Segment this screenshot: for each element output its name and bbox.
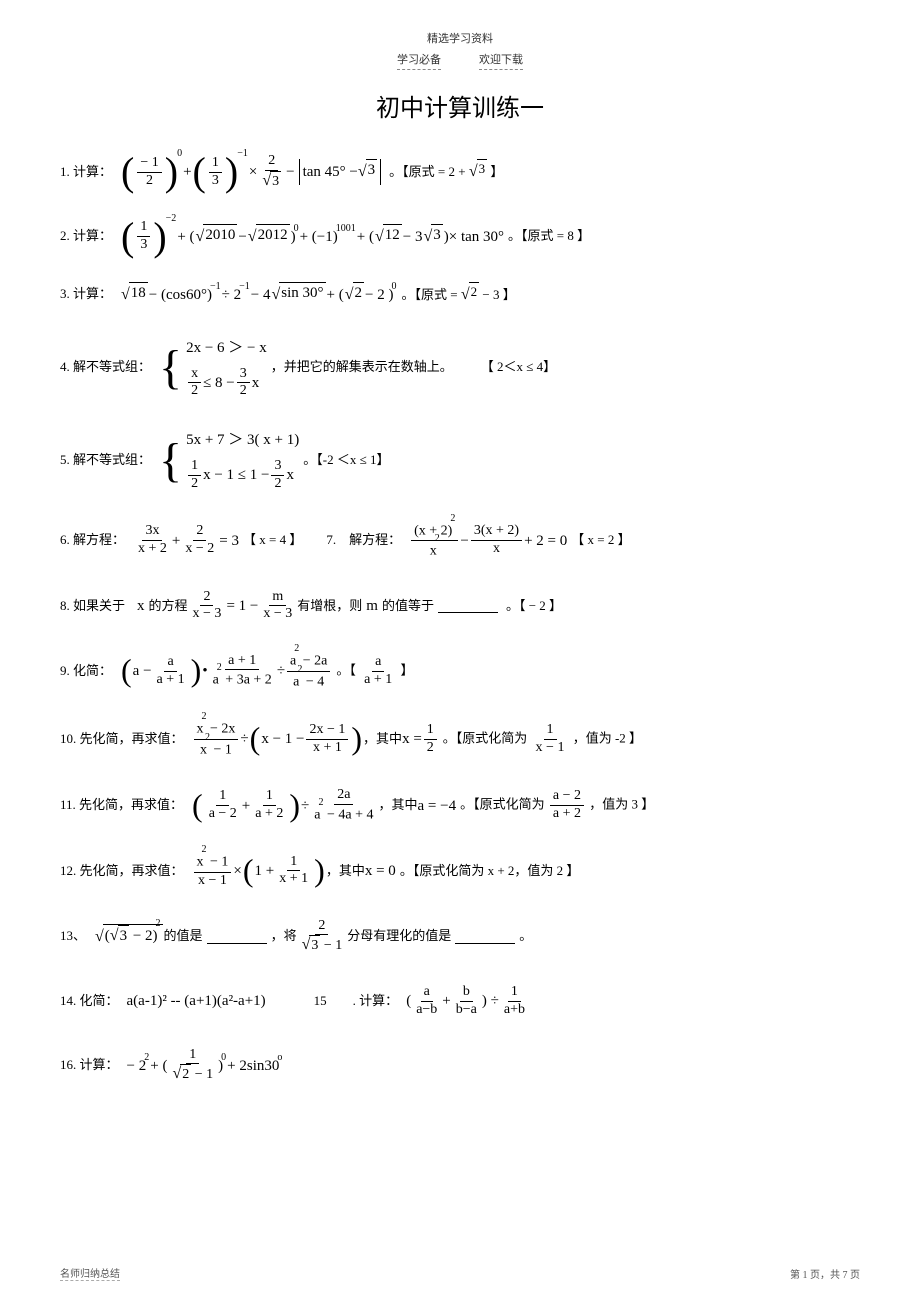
problem-12-label: 12. 先化简，再求值：	[60, 861, 184, 882]
problem-3: 3. 计算： 18 − (cos60°)−1 ÷ 2−1 − 4sin 30° …	[60, 282, 860, 308]
problem-5: 5. 解不等式组： { 5x + 7 ＞ 3( x + 1) 12 x − 1 …	[60, 428, 860, 493]
problem-16: 16. 计算： − 22 + ( 12 − 1 )0 + 2sin30o	[60, 1047, 860, 1085]
problem-2-expr: ( 13 )−2 + (2010 − 2012 )0 + (−1)1001 + …	[120, 219, 504, 254]
problem-7-expr: (x + 2)2x2 − 3(x + 2)x + 2 = 0	[409, 521, 567, 561]
problem-4-label: 4. 解不等式组：	[60, 357, 151, 378]
problem-13-expr2: 23 − 1	[297, 918, 348, 956]
problem-16-label: 16. 计算：	[60, 1055, 119, 1076]
problem-4: 4. 解不等式组： { 2x − 6 ＞ − x x2 ≤ 8 − 32 x ，…	[60, 336, 860, 401]
problem-4-answer: 【 2＜x ≤ 4】	[481, 357, 556, 378]
header-sub-wrap: 学习必备 欢迎下载	[60, 50, 860, 70]
problem-9-answer: 。【 aa + 1 】	[336, 654, 413, 689]
problem-7-label: 7. 解方程：	[326, 530, 401, 551]
problem-8: 8. 如果关于 x 的方程 2x − 3 = 1 − mx − 3 有增根，则 …	[60, 589, 860, 624]
header-sub-left: 学习必备	[397, 51, 441, 70]
problem-4-note: ，并把它的解集表示在数轴上。	[271, 357, 453, 378]
page-title: 初中计算训练一	[60, 88, 860, 123]
problem-6-answer: 【 x = 4 】	[243, 530, 302, 551]
problem-10: 10. 先化简，再求值： x2 − 2xx2 − 1 ÷ (x − 1 − 2x…	[60, 719, 860, 759]
blank	[455, 929, 515, 944]
problem-8-label: 8. 如果关于	[60, 596, 125, 617]
problem-5-answer: 。【-2 ＜x ≤ 1】	[303, 450, 389, 471]
problem-8-expr: 2x − 3 = 1 − mx − 3	[188, 589, 298, 624]
header-sub-right: 欢迎下载	[479, 51, 523, 70]
problem-9-label: 9. 化简：	[60, 661, 112, 682]
blank	[438, 598, 498, 613]
problem-13: 13、 (3 − 2)2 的值是 ，将 23 − 1 分母有理化的值是 。	[60, 918, 860, 956]
problem-6-expr: 3xx + 2 + 2x − 2 = 3	[133, 523, 239, 558]
problem-5-label: 5. 解不等式组：	[60, 450, 151, 471]
problem-1-answer: 。【原式 = 2 + 3 】	[389, 159, 503, 185]
problem-5-system: { 5x + 7 ＞ 3( x + 1) 12 x − 1 ≤ 1 − 32 x	[159, 428, 299, 493]
problem-2-label: 2. 计算：	[60, 226, 112, 247]
problem-14-15: 14. 化简： a(a-1)² -- (a+1)(a²-a+1) 15 . 计算…	[60, 984, 860, 1019]
problem-1-expr: ( − 12 )0 + ( 13 )−1 × 23 − tan 45° − 3	[120, 153, 385, 191]
problem-13-expr1: (3 − 2)2	[94, 924, 164, 950]
problem-11: 11. 先化简，再求值： (1a − 2 + 1a + 2) ÷ 2aa2 − …	[60, 787, 860, 824]
problem-12-expr: x2 − 1x − 1 × (1 + 1x + 1)	[192, 852, 326, 889]
problem-14-expr: a(a-1)² -- (a+1)(a²-a+1)	[127, 989, 266, 1013]
problem-12: 12. 先化简，再求值： x2 − 1x − 1 × (1 + 1x + 1) …	[60, 852, 860, 889]
problem-13-label: 13、	[60, 926, 86, 947]
problem-15-expr: ( aa−b + bb−a ) ÷ 1a+b	[406, 984, 530, 1019]
problem-11-answer: 。【原式化简为 a − 2a + 2 ，值为 3 】	[460, 788, 654, 823]
page: 精选学习资料 学习必备 欢迎下载 初中计算训练一 1. 计算： ( − 12 )…	[0, 0, 920, 1301]
problem-3-expr: 18 − (cos60°)−1 ÷ 2−1 − 4sin 30° + (2 − …	[120, 282, 397, 308]
problem-14-label: 14. 化简：	[60, 991, 119, 1012]
problem-3-label: 3. 计算：	[60, 284, 112, 305]
problem-2-answer: 。【原式 = 8 】	[508, 226, 590, 247]
problem-10-expr: x2 − 2xx2 − 1 ÷ (x − 1 − 2x − 1x + 1)	[192, 719, 364, 759]
problem-4-system: { 2x − 6 ＞ − x x2 ≤ 8 − 32 x	[159, 336, 267, 401]
blank	[207, 929, 267, 944]
header-top: 精选学习资料	[60, 30, 860, 46]
problem-9-expr: (a − aa + 1) • a + 1a2 + 3a + 2 ÷ a2 − 2…	[120, 651, 332, 691]
footer-right: 第 1 页，共 7 页	[790, 1266, 860, 1281]
footer-left: 名师归纳总结	[60, 1265, 120, 1281]
problem-12-answer: 。【原式化简为 x + 2，值为 2 】	[400, 861, 580, 882]
problem-16-expr: − 22 + ( 12 − 1 )0 + 2sin30o	[127, 1047, 284, 1085]
problem-6-label: 6. 解方程：	[60, 530, 125, 551]
problem-2: 2. 计算： ( 13 )−2 + (2010 − 2012 )0 + (−1)…	[60, 219, 860, 254]
problem-1: 1. 计算： ( − 12 )0 + ( 13 )−1 × 23 − tan 4…	[60, 153, 860, 191]
problem-15-label: 15 . 计算：	[314, 991, 399, 1012]
problem-7-answer: 【 x = 2 】	[571, 530, 630, 551]
problem-11-expr: (1a − 2 + 1a + 2) ÷ 2aa2 − 4a + 4	[191, 787, 378, 824]
problem-10-label: 10. 先化简，再求值：	[60, 729, 184, 750]
problem-10-answer: 。【原式化简为 1x − 1 ，值为 -2 】	[443, 722, 642, 757]
problem-8-answer: 。【 − 2 】	[506, 596, 562, 617]
problem-9: 9. 化简： (a − aa + 1) • a + 1a2 + 3a + 2 ÷…	[60, 651, 860, 691]
problem-6-7: 6. 解方程： 3xx + 2 + 2x − 2 = 3 【 x = 4 】 7…	[60, 521, 860, 561]
problem-11-label: 11. 先化简，再求值：	[60, 795, 183, 816]
problem-3-answer: 。【原式 = 2 − 3 】	[402, 282, 516, 308]
problem-1-label: 1. 计算：	[60, 162, 112, 183]
